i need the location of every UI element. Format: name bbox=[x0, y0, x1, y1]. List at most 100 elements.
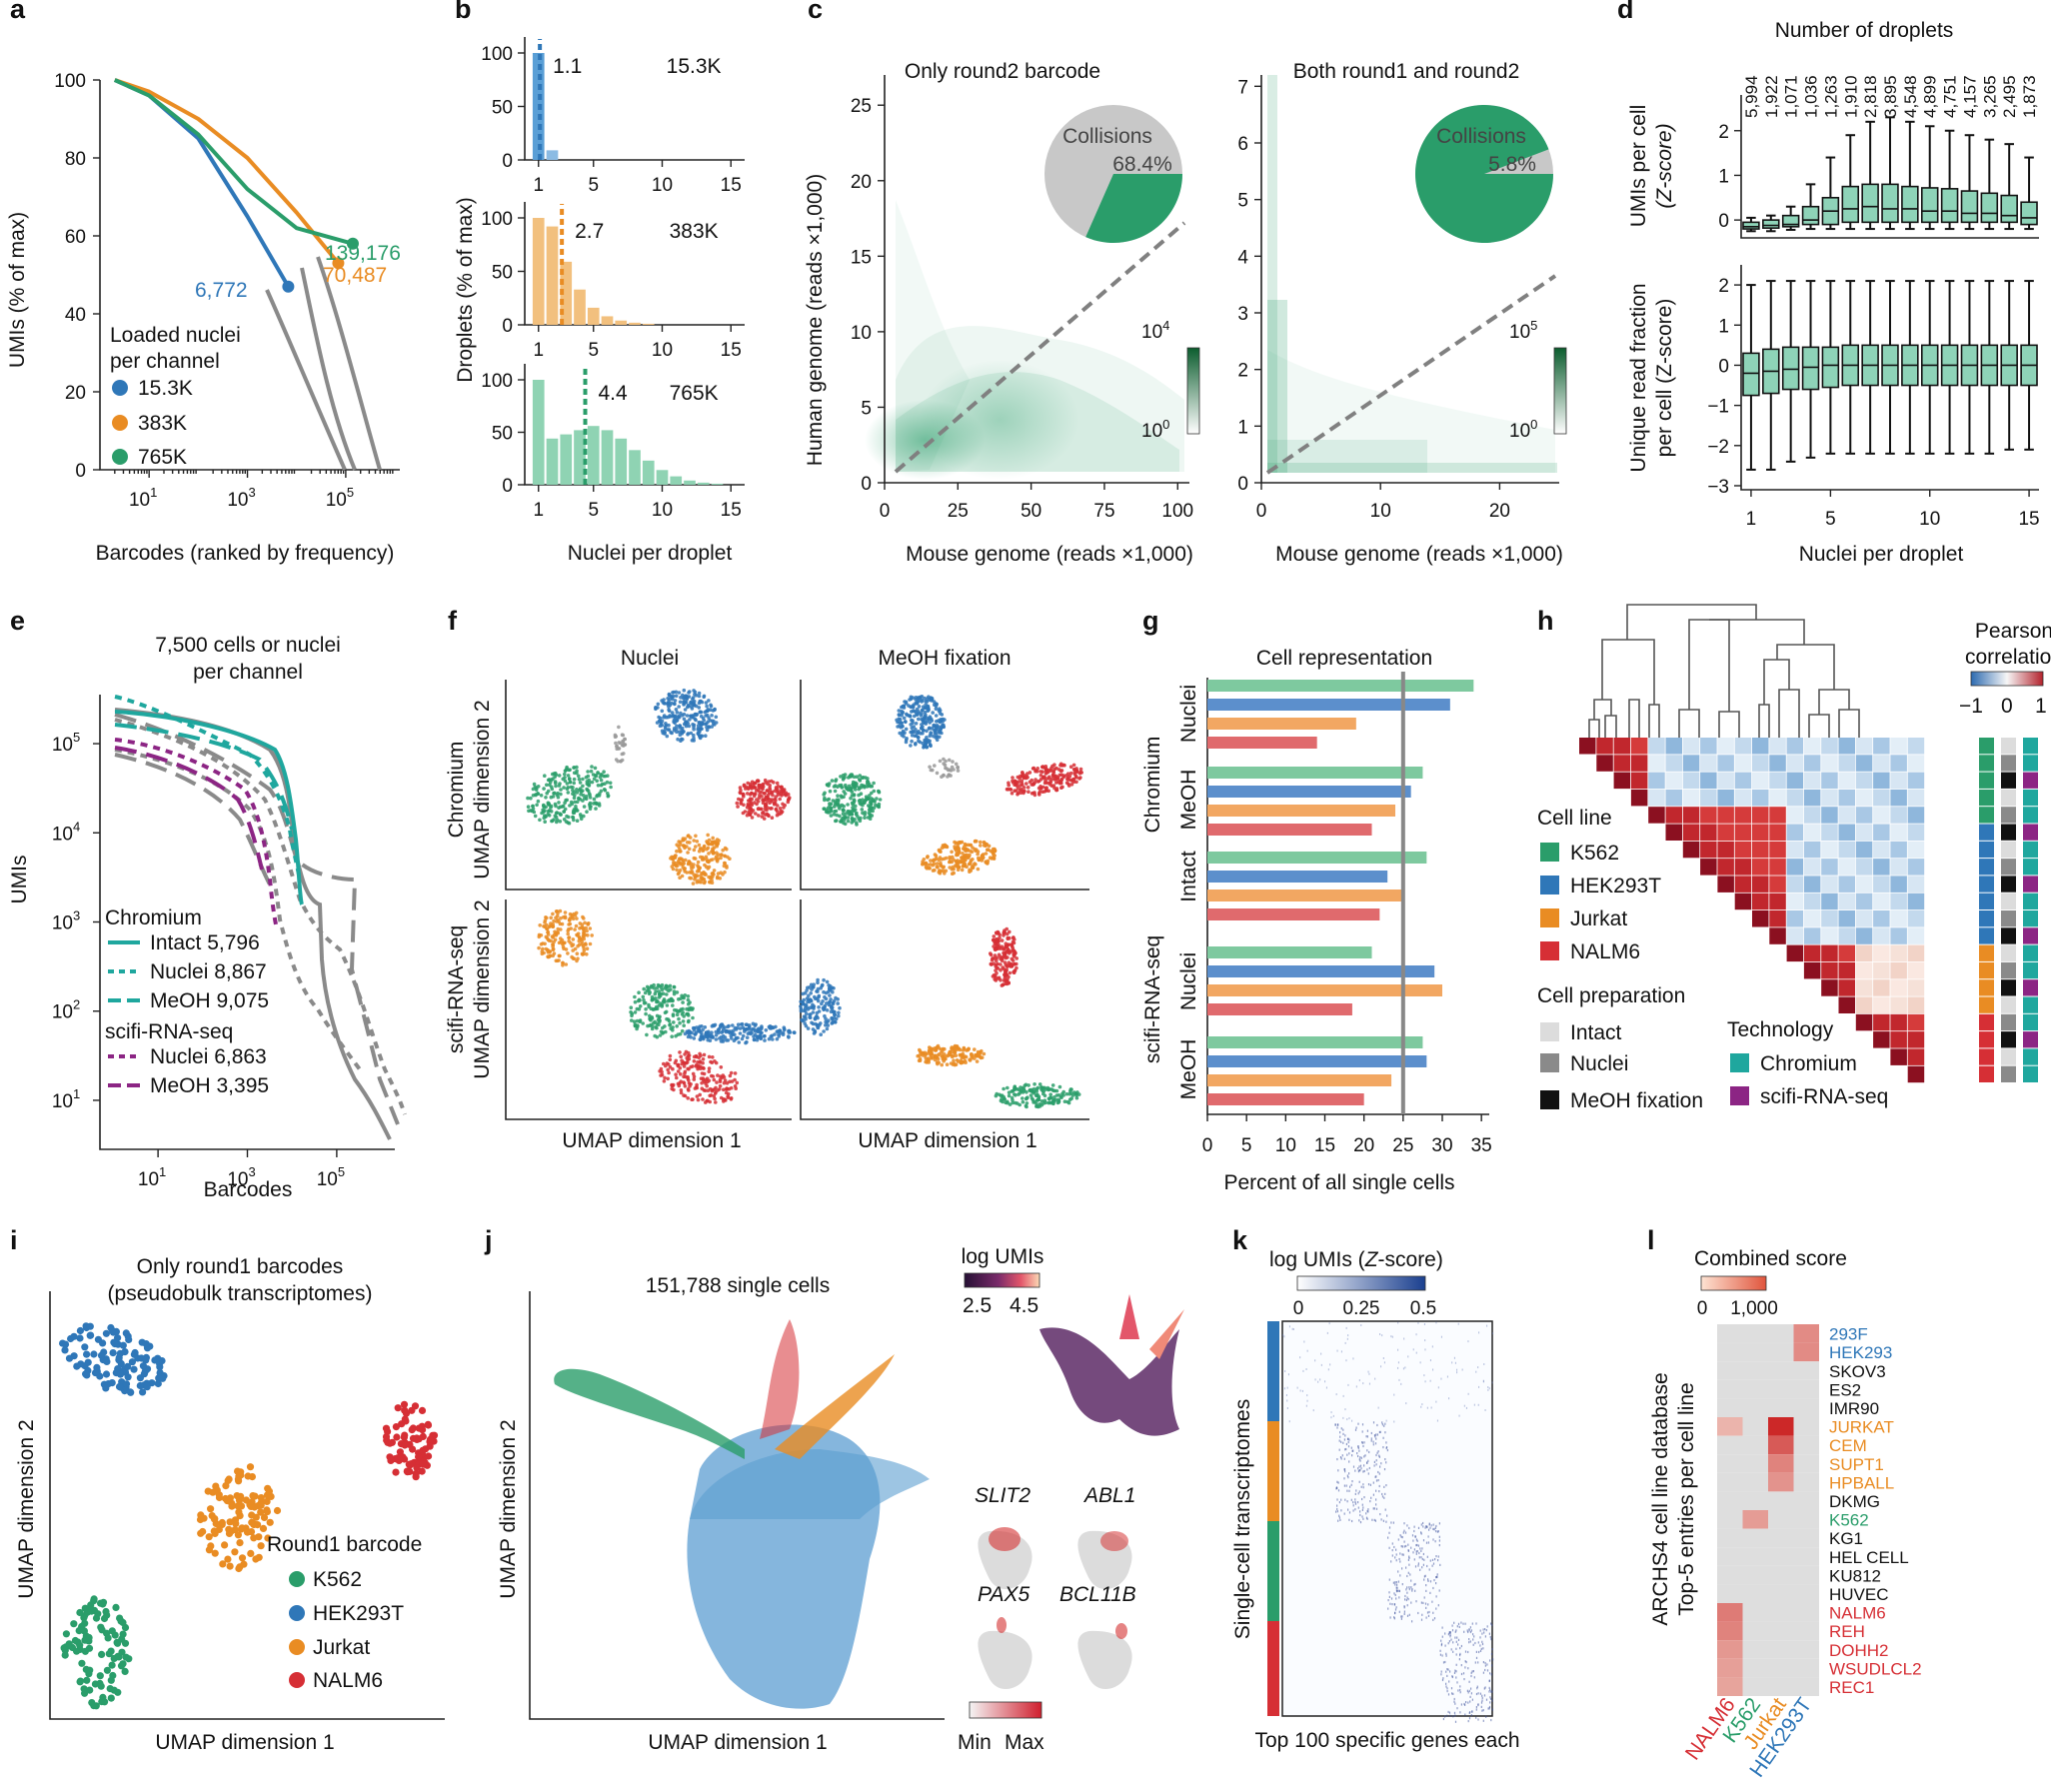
k-expr-mark bbox=[1427, 1541, 1429, 1544]
umap-point bbox=[947, 758, 952, 763]
j-min: Min bbox=[958, 1731, 992, 1754]
pseudobulk-point bbox=[419, 1460, 427, 1468]
k-expr-mark bbox=[1361, 1503, 1363, 1506]
umap-point bbox=[1007, 942, 1011, 946]
umap-point bbox=[787, 1035, 791, 1039]
h-matrix-cell bbox=[1890, 755, 1907, 772]
umap-point bbox=[870, 814, 875, 818]
c-title-right: Both round1 and round2 bbox=[1293, 60, 1520, 83]
umap-point bbox=[951, 1049, 956, 1054]
h-matrix-cell bbox=[1821, 893, 1838, 910]
umap-point bbox=[982, 840, 987, 845]
k-expr-mark bbox=[1343, 1468, 1345, 1471]
g-bar bbox=[1207, 908, 1380, 920]
d-top-iqr bbox=[1762, 219, 1780, 229]
umap-point bbox=[823, 798, 827, 803]
pseudobulk-point bbox=[98, 1626, 106, 1634]
umap-point bbox=[677, 871, 682, 875]
h-matrix-cell bbox=[1890, 859, 1907, 876]
umap-point bbox=[1006, 946, 1010, 951]
k-expr-mark bbox=[1348, 1511, 1351, 1514]
k-expr-mark bbox=[1423, 1575, 1425, 1578]
umap-point bbox=[715, 860, 720, 864]
h-matrix-cell bbox=[1890, 1013, 1907, 1031]
h-matrix-cell bbox=[1821, 841, 1838, 859]
h-matrix-cell bbox=[1890, 996, 1907, 1013]
umap-point bbox=[953, 1043, 958, 1048]
umap-point bbox=[904, 720, 908, 725]
umap-point bbox=[1018, 1102, 1022, 1107]
h-matrix-cell bbox=[1907, 1013, 1925, 1031]
umap-point bbox=[1058, 762, 1063, 767]
umap-point bbox=[1019, 1089, 1024, 1093]
umap-point bbox=[545, 791, 549, 796]
umap-point bbox=[941, 1054, 945, 1058]
h-side-tech bbox=[2023, 910, 2038, 927]
umap-point bbox=[824, 1023, 828, 1027]
k-expr-mark bbox=[1357, 1506, 1359, 1509]
h-legend-jurkat: Jurkat bbox=[1570, 907, 1627, 930]
k-expr-mark bbox=[1395, 1586, 1397, 1589]
umap-point bbox=[599, 773, 603, 777]
k-expr-mark bbox=[1386, 1449, 1388, 1452]
umap-point bbox=[758, 790, 762, 795]
umap-point bbox=[709, 875, 713, 880]
d-top-box bbox=[1901, 120, 1919, 231]
f-cluster bbox=[658, 1049, 740, 1104]
c-left-ytick-label: 25 bbox=[851, 96, 872, 117]
h-matrix-cell bbox=[1803, 944, 1821, 962]
k-expr-mark bbox=[1362, 1470, 1364, 1473]
umap-point bbox=[1050, 1083, 1055, 1087]
d-bot-iqr bbox=[1742, 352, 1760, 397]
c-xlabel-left: Mouse genome (reads ×1,000) bbox=[906, 543, 1193, 566]
h-matrix-cell bbox=[1890, 944, 1907, 962]
umap-point bbox=[761, 801, 766, 806]
h-cbar-mid: 0 bbox=[2001, 695, 2013, 718]
k-expr-mark bbox=[1341, 1454, 1343, 1457]
umap-point bbox=[775, 1036, 780, 1041]
umap-point bbox=[921, 863, 925, 867]
umap-point bbox=[702, 844, 707, 849]
umap-point bbox=[566, 951, 570, 955]
h-matrix-cell bbox=[1803, 755, 1821, 772]
k-expr-mark bbox=[1336, 1504, 1338, 1507]
d-count-label: 5,994 bbox=[1742, 75, 1761, 118]
umap-point bbox=[916, 713, 920, 717]
umap-point bbox=[553, 937, 558, 942]
umap-point bbox=[716, 872, 721, 876]
umap-point bbox=[831, 989, 835, 994]
umap-point bbox=[860, 808, 865, 812]
umap-point bbox=[542, 787, 546, 791]
umap-point bbox=[778, 797, 782, 802]
b-bar bbox=[601, 316, 614, 325]
umap-point bbox=[1053, 777, 1058, 781]
pseudobulk-point bbox=[401, 1431, 409, 1439]
pseudobulk-point bbox=[218, 1518, 226, 1527]
umap-point bbox=[695, 1094, 700, 1098]
h-matrix-cell bbox=[1769, 789, 1786, 807]
umap-point bbox=[585, 952, 589, 956]
k-expr-mark bbox=[1411, 1620, 1413, 1623]
umap-point bbox=[545, 926, 550, 931]
umap-point bbox=[675, 868, 679, 873]
umap-point bbox=[606, 774, 610, 778]
umap-point bbox=[825, 1008, 830, 1012]
k-expr-mark bbox=[1360, 1485, 1362, 1488]
umap-point bbox=[995, 946, 999, 950]
pseudobulk-point bbox=[70, 1620, 78, 1628]
pseudobulk-point bbox=[406, 1461, 414, 1469]
umap-point bbox=[869, 797, 874, 801]
umap-point bbox=[1065, 772, 1070, 776]
umap-point bbox=[557, 784, 562, 788]
d-top-box bbox=[1762, 214, 1780, 233]
a-line-765K bbox=[113, 78, 354, 246]
h-matrix-cell bbox=[1717, 772, 1734, 790]
g-bar bbox=[1207, 1074, 1392, 1086]
umap-point bbox=[549, 795, 554, 800]
d-count-label: 2,818 bbox=[1861, 75, 1880, 118]
umap-point bbox=[655, 1025, 659, 1030]
h-side-tech bbox=[2023, 876, 2038, 893]
pseudobulk-point bbox=[231, 1548, 239, 1556]
pseudobulk-point bbox=[401, 1441, 409, 1449]
